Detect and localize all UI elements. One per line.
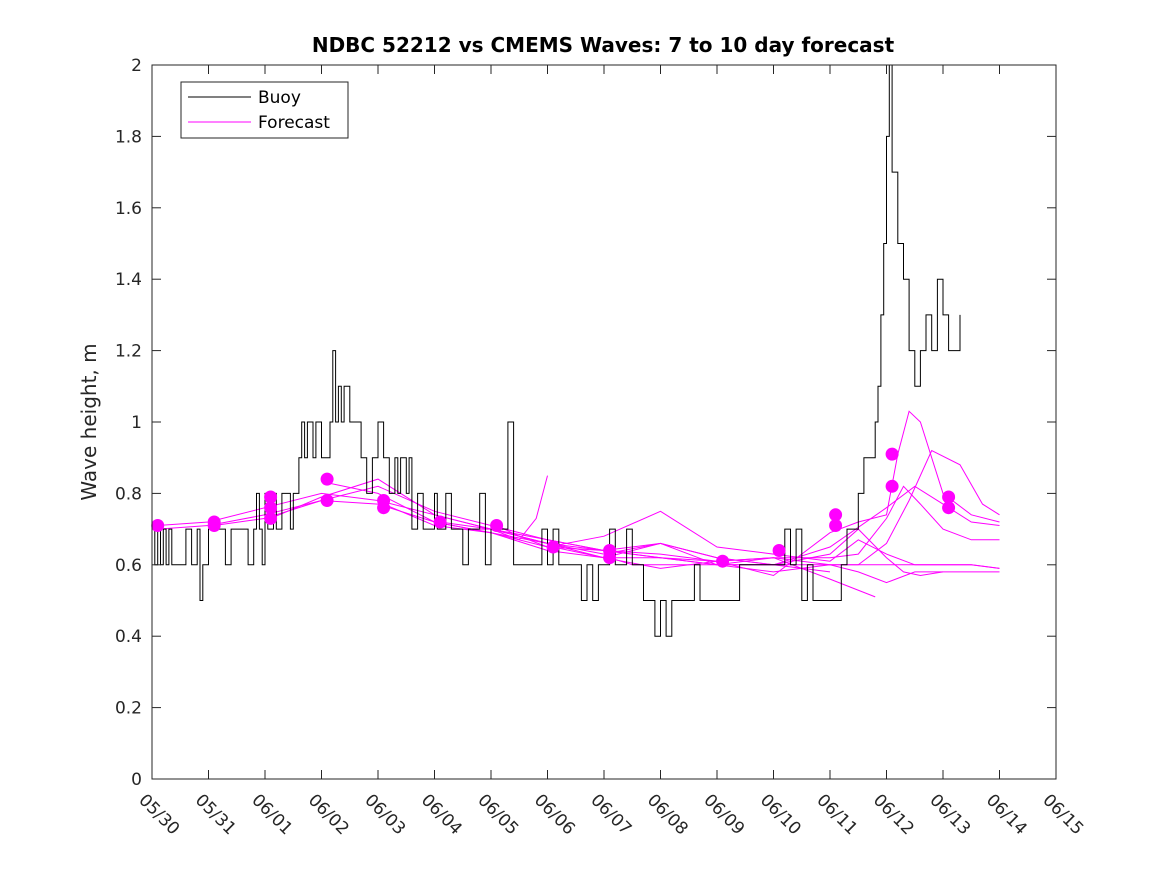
y-tick-label-4: 0.8 xyxy=(115,484,142,504)
y-tick-label-6: 1.2 xyxy=(115,342,142,362)
x-tick-label-9: 06/08 xyxy=(643,790,692,839)
forecast-marker-9 xyxy=(377,501,391,515)
x-tick-label-8: 06/07 xyxy=(586,790,635,839)
legend-buoy-label: Buoy xyxy=(258,88,301,108)
y-tick-label-1: 0.2 xyxy=(115,699,142,719)
y-tick-label-10: 2 xyxy=(131,56,142,76)
y-tick-label-7: 1.4 xyxy=(115,270,142,290)
legend: Buoy Forecast xyxy=(180,81,349,139)
forecast-marker-14 xyxy=(603,551,617,565)
x-tick-label-5: 06/04 xyxy=(417,790,466,839)
chart-title: NDBC 52212 vs CMEMS Waves: 7 to 10 day f… xyxy=(312,33,895,57)
plot-area xyxy=(151,64,1000,637)
forecast-marker-21 xyxy=(942,490,956,504)
forecast-marker-19 xyxy=(885,447,899,461)
forecast-marker-17 xyxy=(829,508,843,522)
forecast-marker-12 xyxy=(546,540,560,554)
forecast-line-5 xyxy=(383,410,1000,577)
forecast-line-9 xyxy=(609,557,943,584)
forecast-marker-7 xyxy=(320,472,334,486)
forecast-marker-6 xyxy=(320,494,334,507)
forecast-marker-22 xyxy=(942,501,956,515)
x-tick-label-0: 05/30 xyxy=(134,790,183,839)
x-tick-label-3: 06/02 xyxy=(304,790,353,839)
forecast-marker-16 xyxy=(772,544,786,557)
forecast-line-10 xyxy=(462,475,548,541)
x-tick-label-1: 05/31 xyxy=(191,790,240,839)
x-tick-label-13: 06/12 xyxy=(869,790,918,839)
y-tick-label-0: 0 xyxy=(131,770,142,790)
forecast-marker-10 xyxy=(433,515,447,529)
x-tick-label-2: 06/01 xyxy=(247,790,296,839)
forecast-line-7 xyxy=(496,510,1000,569)
legend-box xyxy=(180,81,349,139)
y-tick-label-5: 1 xyxy=(131,413,142,433)
forecast-marker-3 xyxy=(264,501,278,515)
forecast-marker-15 xyxy=(716,554,730,568)
forecast-line-4 xyxy=(326,449,1000,566)
x-tick-label-16: 06/15 xyxy=(1038,790,1087,839)
x-tick-label-14: 06/13 xyxy=(925,790,974,839)
forecast-marker-11 xyxy=(490,519,504,532)
forecast-marker-2 xyxy=(207,519,221,532)
forecast-marker-18 xyxy=(829,519,843,532)
x-tick-label-4: 06/03 xyxy=(360,790,409,839)
forecast-marker-20 xyxy=(885,479,899,493)
forecast-marker-4 xyxy=(264,511,278,525)
y-tick-label-8: 1.6 xyxy=(115,199,142,219)
plot-frame xyxy=(151,64,1057,780)
x-tick-label-10: 06/09 xyxy=(699,790,748,839)
forecast-marker-5 xyxy=(264,490,278,504)
y-tick-label-2: 0.4 xyxy=(115,627,142,647)
x-tick-label-12: 06/11 xyxy=(812,790,861,839)
x-tick-label-11: 06/10 xyxy=(756,790,805,839)
y-tick-label-3: 0.6 xyxy=(115,556,142,576)
x-tick-label-15: 06/14 xyxy=(982,790,1031,839)
legend-forecast-label: Forecast xyxy=(258,113,330,133)
x-tick-label-6: 06/05 xyxy=(473,790,522,839)
buoy-line xyxy=(152,64,961,637)
y-tick-label-9: 1.8 xyxy=(115,127,142,147)
x-tick-label-7: 06/06 xyxy=(530,790,579,839)
forecast-marker-0 xyxy=(151,519,165,532)
y-axis-title: Wave height, m xyxy=(77,343,101,500)
